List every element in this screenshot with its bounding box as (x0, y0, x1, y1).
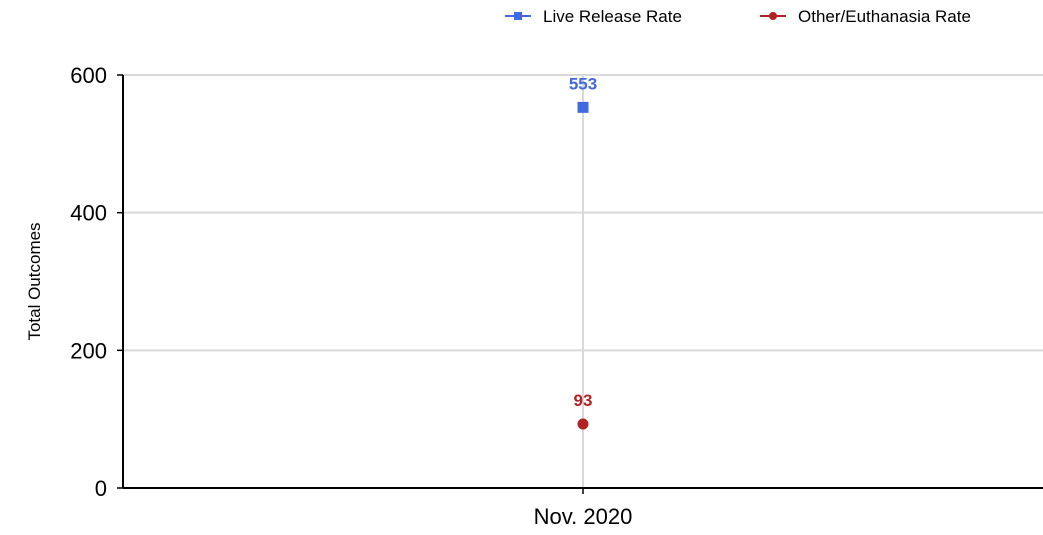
y-tick-label: 0 (95, 476, 107, 501)
legend-marker (514, 12, 522, 20)
data-label: 93 (574, 391, 593, 410)
data-label: 553 (569, 74, 597, 93)
y-tick-label: 200 (70, 338, 107, 363)
legend-marker (769, 12, 777, 20)
legend: Live Release Rate Other/Euthanasia Rate (505, 7, 971, 26)
data-point-marker[interactable] (577, 101, 589, 113)
series: 553 93 (569, 74, 597, 430)
x-axis-ticks: Nov. 2020 (534, 488, 633, 529)
legend-label: Live Release Rate (543, 7, 682, 26)
legend-item[interactable]: Other/Euthanasia Rate (760, 7, 971, 26)
data-point-marker[interactable] (577, 418, 589, 430)
series-1: 93 (574, 391, 593, 430)
series-0: 553 (569, 74, 597, 113)
legend-item[interactable]: Live Release Rate (505, 7, 682, 26)
y-tick-label: 400 (70, 201, 107, 226)
y-axis-ticks: 0 200 400 600 (70, 63, 123, 501)
y-axis-title: Total Outcomes (25, 222, 44, 340)
legend-label: Other/Euthanasia Rate (798, 7, 971, 26)
y-tick-label: 600 (70, 63, 107, 88)
x-tick-label: Nov. 2020 (534, 504, 633, 529)
